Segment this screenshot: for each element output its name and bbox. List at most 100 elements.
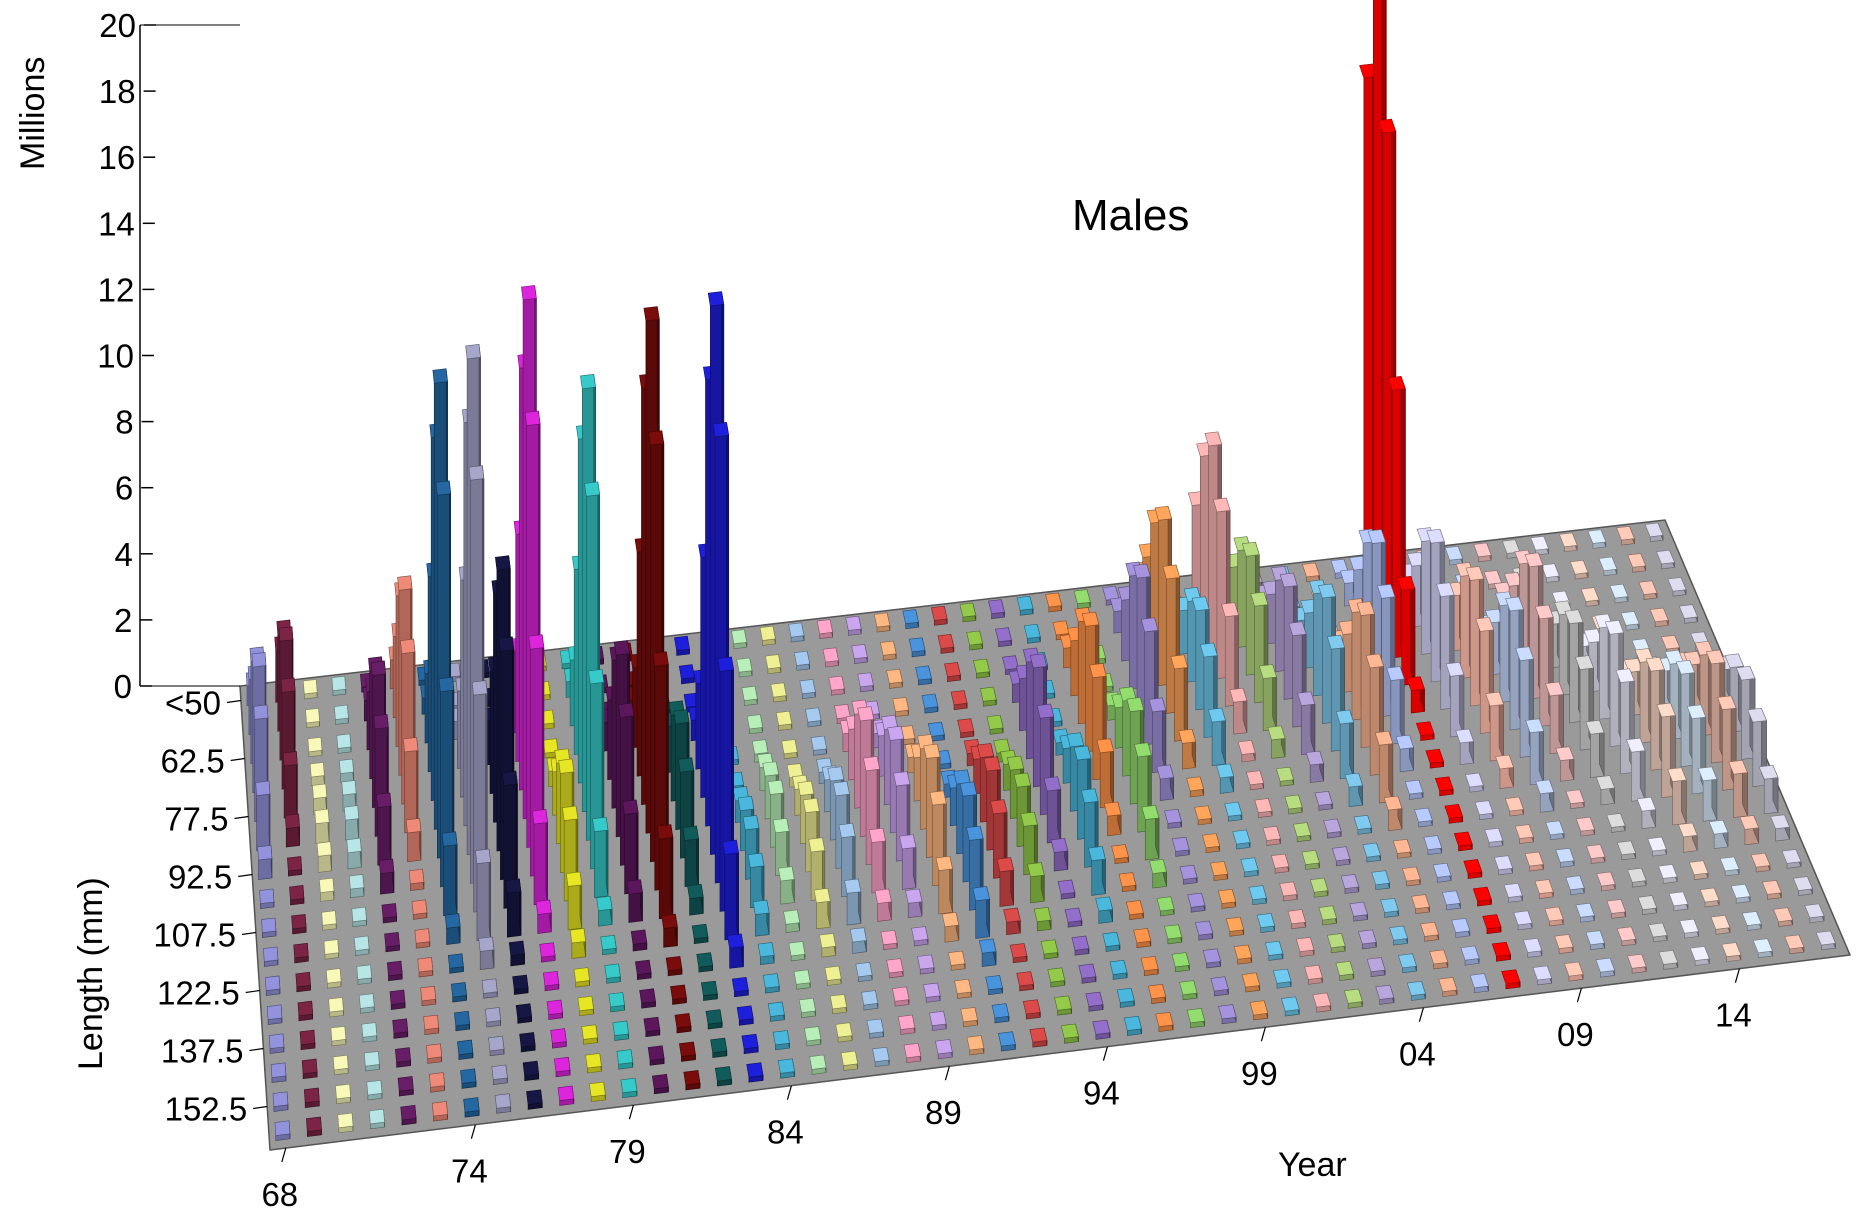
bar-top-face <box>553 1056 571 1073</box>
bar-top-face <box>1397 575 1416 591</box>
bar-top-face <box>835 1022 853 1038</box>
bar-top-face <box>1326 933 1346 949</box>
bar-top-face <box>592 816 609 833</box>
bar-top-face <box>1111 844 1129 860</box>
bar-top-face <box>622 799 639 815</box>
bar-top-face <box>793 650 811 666</box>
bar-top-face <box>1088 846 1106 862</box>
bar-top-face <box>1073 745 1092 761</box>
bar-top-face <box>798 997 816 1014</box>
bar-top-face <box>772 1030 790 1046</box>
bar-top-face <box>1147 984 1167 1000</box>
bar-top-face <box>1380 898 1399 913</box>
bar-top-face <box>1719 856 1740 872</box>
z-tick-label: 20 <box>99 7 136 44</box>
bar-top-face <box>1616 526 1635 541</box>
bar-top-face <box>1438 977 1458 992</box>
bar-top-face <box>501 770 518 786</box>
bar-top-face <box>1103 801 1122 817</box>
bar-top-face <box>336 733 352 749</box>
bar-top-face <box>526 1089 543 1105</box>
bar-top-face <box>1312 992 1332 1008</box>
bar-top-face <box>767 779 785 795</box>
bar-top-face <box>793 969 811 985</box>
bar-top-face <box>1210 976 1229 992</box>
bar-top-face <box>272 1091 289 1107</box>
bar-top-face <box>1164 808 1182 824</box>
bar-top-face <box>1202 833 1221 849</box>
bar-top-face <box>1304 964 1323 980</box>
year-tick-mark <box>1576 987 1582 1003</box>
bar-top-face <box>1224 801 1243 817</box>
bar-side-face <box>635 799 639 893</box>
bar-top-face <box>1474 800 1494 816</box>
bar-front-face <box>479 949 495 970</box>
bar-top-face <box>665 956 683 972</box>
bar-top-face <box>1792 876 1813 891</box>
bar-top-face <box>620 1077 638 1094</box>
bar-top-face <box>1429 949 1449 965</box>
bar-top-face <box>868 827 886 843</box>
bar-top-face <box>600 934 617 951</box>
bar-top-face <box>414 928 431 944</box>
year-tick-label: 79 <box>609 1133 646 1170</box>
bar-top-face <box>1484 827 1504 843</box>
bar-top-face <box>1221 602 1239 618</box>
z-tick-label: 12 <box>98 271 135 308</box>
bar-top-face <box>1554 934 1574 949</box>
length-tick-label: 122.5 <box>157 975 240 1012</box>
bar-top-face <box>1689 946 1710 961</box>
bar-top-face <box>1362 842 1381 858</box>
bar-top-face <box>408 868 425 885</box>
bar-top-face <box>679 1041 696 1057</box>
bar-top-face <box>661 913 678 929</box>
bar-top-face <box>1451 918 1471 933</box>
bar-top-face <box>287 856 303 872</box>
bar-top-face <box>1465 772 1484 788</box>
bar-top-face <box>484 1007 501 1023</box>
bar-top-face <box>1739 815 1760 830</box>
bar-top-face <box>1066 732 1085 748</box>
bar-top-face <box>1349 901 1368 917</box>
z-tick-label: 16 <box>98 139 135 176</box>
bar-top-face <box>788 941 806 957</box>
bar-top-face <box>1378 118 1397 134</box>
bar-top-face <box>1596 871 1616 887</box>
bar-top-face <box>1081 611 1100 627</box>
bar-top-face <box>1721 942 1742 957</box>
bar-top-face <box>1387 376 1406 391</box>
bar-top-face <box>1326 634 1346 650</box>
bar-top-face <box>1022 999 1041 1015</box>
year-tick-label: 68 <box>261 1176 298 1213</box>
bar-top-face <box>997 1031 1016 1047</box>
bar-top-face <box>707 291 725 307</box>
bar-top-face <box>746 714 763 730</box>
bar-top-face <box>1148 697 1167 713</box>
bar-top-face <box>1133 563 1151 579</box>
bar-top-face <box>543 970 560 987</box>
z-axis: 0 2 4 6 8 10 12 14 16 18 20 <box>97 7 240 705</box>
bar-top-face <box>647 430 665 446</box>
z-tick-label: 10 <box>97 338 134 375</box>
bar-top-face <box>397 575 413 591</box>
bar-top-face <box>767 1001 785 1017</box>
bar-top-face <box>1233 944 1253 960</box>
bar-top-face <box>1530 535 1549 551</box>
bar-top-face <box>1555 746 1575 761</box>
bar-top-face <box>1208 707 1226 723</box>
bar-top-face <box>608 992 625 1008</box>
bar-top-face <box>1609 583 1629 599</box>
bar-top-face <box>321 910 337 926</box>
bar-top-face <box>1620 611 1640 626</box>
bar-top-face <box>1426 528 1445 544</box>
bar-top-face <box>521 285 537 301</box>
bar-top-face <box>1482 914 1502 930</box>
bar-top-face <box>255 780 271 796</box>
bar-top-face <box>1544 906 1564 922</box>
bar-top-face <box>855 961 873 978</box>
bar-top-face <box>1267 725 1286 741</box>
bar-top-face <box>580 373 596 390</box>
bar-top-face <box>988 599 1005 615</box>
bar-top-face <box>1096 738 1115 754</box>
